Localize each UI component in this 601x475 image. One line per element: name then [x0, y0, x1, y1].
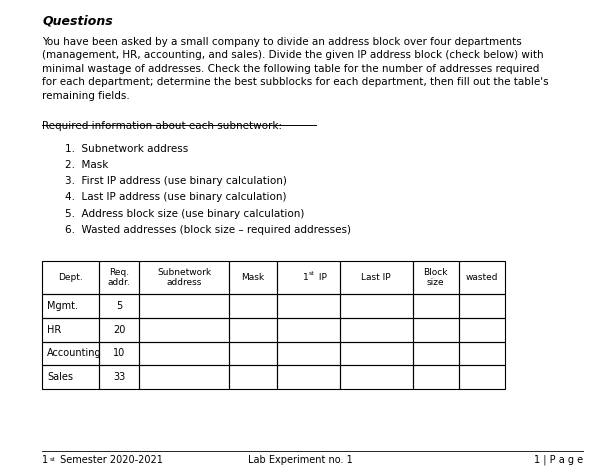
Text: 4.  Last IP address (use binary calculation): 4. Last IP address (use binary calculati… — [65, 192, 287, 202]
Bar — [340, 294, 412, 318]
Bar — [340, 342, 412, 365]
Text: 20: 20 — [113, 324, 126, 335]
Bar — [42, 261, 99, 294]
Text: Block
size: Block size — [423, 268, 448, 287]
Text: 10: 10 — [113, 348, 125, 359]
Text: st: st — [49, 456, 55, 462]
Bar — [99, 261, 139, 294]
Bar — [412, 294, 459, 318]
Text: st: st — [308, 271, 314, 276]
Bar — [459, 365, 504, 389]
Text: Last IP: Last IP — [361, 273, 391, 282]
Text: 1 | P a g e: 1 | P a g e — [534, 454, 583, 465]
Bar — [277, 261, 340, 294]
Text: Questions: Questions — [42, 14, 113, 27]
Bar — [277, 342, 340, 365]
Bar — [412, 365, 459, 389]
Bar — [340, 261, 412, 294]
Bar — [459, 318, 504, 342]
Text: You have been asked by a small company to divide an address block over four depa: You have been asked by a small company t… — [42, 37, 549, 101]
Text: wasted: wasted — [465, 273, 498, 282]
Text: Mask: Mask — [242, 273, 264, 282]
Text: Dept.: Dept. — [58, 273, 83, 282]
Text: 1.  Subnetwork address: 1. Subnetwork address — [65, 144, 188, 154]
Bar — [42, 294, 99, 318]
Bar — [42, 318, 99, 342]
Bar — [277, 294, 340, 318]
Text: 1: 1 — [42, 455, 48, 465]
Text: Subnetwork
address: Subnetwork address — [157, 268, 211, 287]
Text: Lab Experiment no. 1: Lab Experiment no. 1 — [248, 455, 353, 465]
Bar — [139, 261, 228, 294]
Text: 3.  First IP address (use binary calculation): 3. First IP address (use binary calculat… — [65, 176, 287, 186]
Bar — [99, 342, 139, 365]
Text: HR: HR — [47, 324, 61, 335]
Bar — [139, 294, 228, 318]
Text: 1: 1 — [303, 273, 308, 282]
Bar — [340, 318, 412, 342]
Bar — [99, 294, 139, 318]
Text: Required information about each subnetwork:: Required information about each subnetwo… — [42, 121, 282, 131]
Bar — [228, 261, 277, 294]
Text: Mgmt.: Mgmt. — [47, 301, 78, 311]
Bar — [42, 365, 99, 389]
Bar — [139, 342, 228, 365]
Bar — [42, 342, 99, 365]
Text: IP: IP — [316, 273, 326, 282]
Bar — [228, 294, 277, 318]
Text: Sales: Sales — [47, 372, 73, 382]
Text: Accounting: Accounting — [47, 348, 102, 359]
Bar — [459, 261, 504, 294]
Bar — [228, 318, 277, 342]
Text: 6.  Wasted addresses (block size – required addresses): 6. Wasted addresses (block size – requir… — [65, 225, 351, 235]
Bar — [139, 318, 228, 342]
Bar — [228, 365, 277, 389]
Text: Req.
addr.: Req. addr. — [108, 268, 130, 287]
Text: 5: 5 — [116, 301, 122, 311]
Bar — [277, 318, 340, 342]
Bar — [228, 342, 277, 365]
Text: 2.  Mask: 2. Mask — [65, 160, 108, 170]
Bar — [99, 318, 139, 342]
Bar — [340, 365, 412, 389]
Bar — [412, 318, 459, 342]
Text: Semester 2020-2021: Semester 2020-2021 — [57, 455, 163, 465]
Text: 33: 33 — [113, 372, 125, 382]
Bar — [459, 294, 504, 318]
Bar — [99, 365, 139, 389]
Bar — [459, 342, 504, 365]
Bar — [277, 365, 340, 389]
Bar — [139, 365, 228, 389]
Bar — [412, 261, 459, 294]
Bar — [412, 342, 459, 365]
Text: 5.  Address block size (use binary calculation): 5. Address block size (use binary calcul… — [65, 209, 304, 218]
